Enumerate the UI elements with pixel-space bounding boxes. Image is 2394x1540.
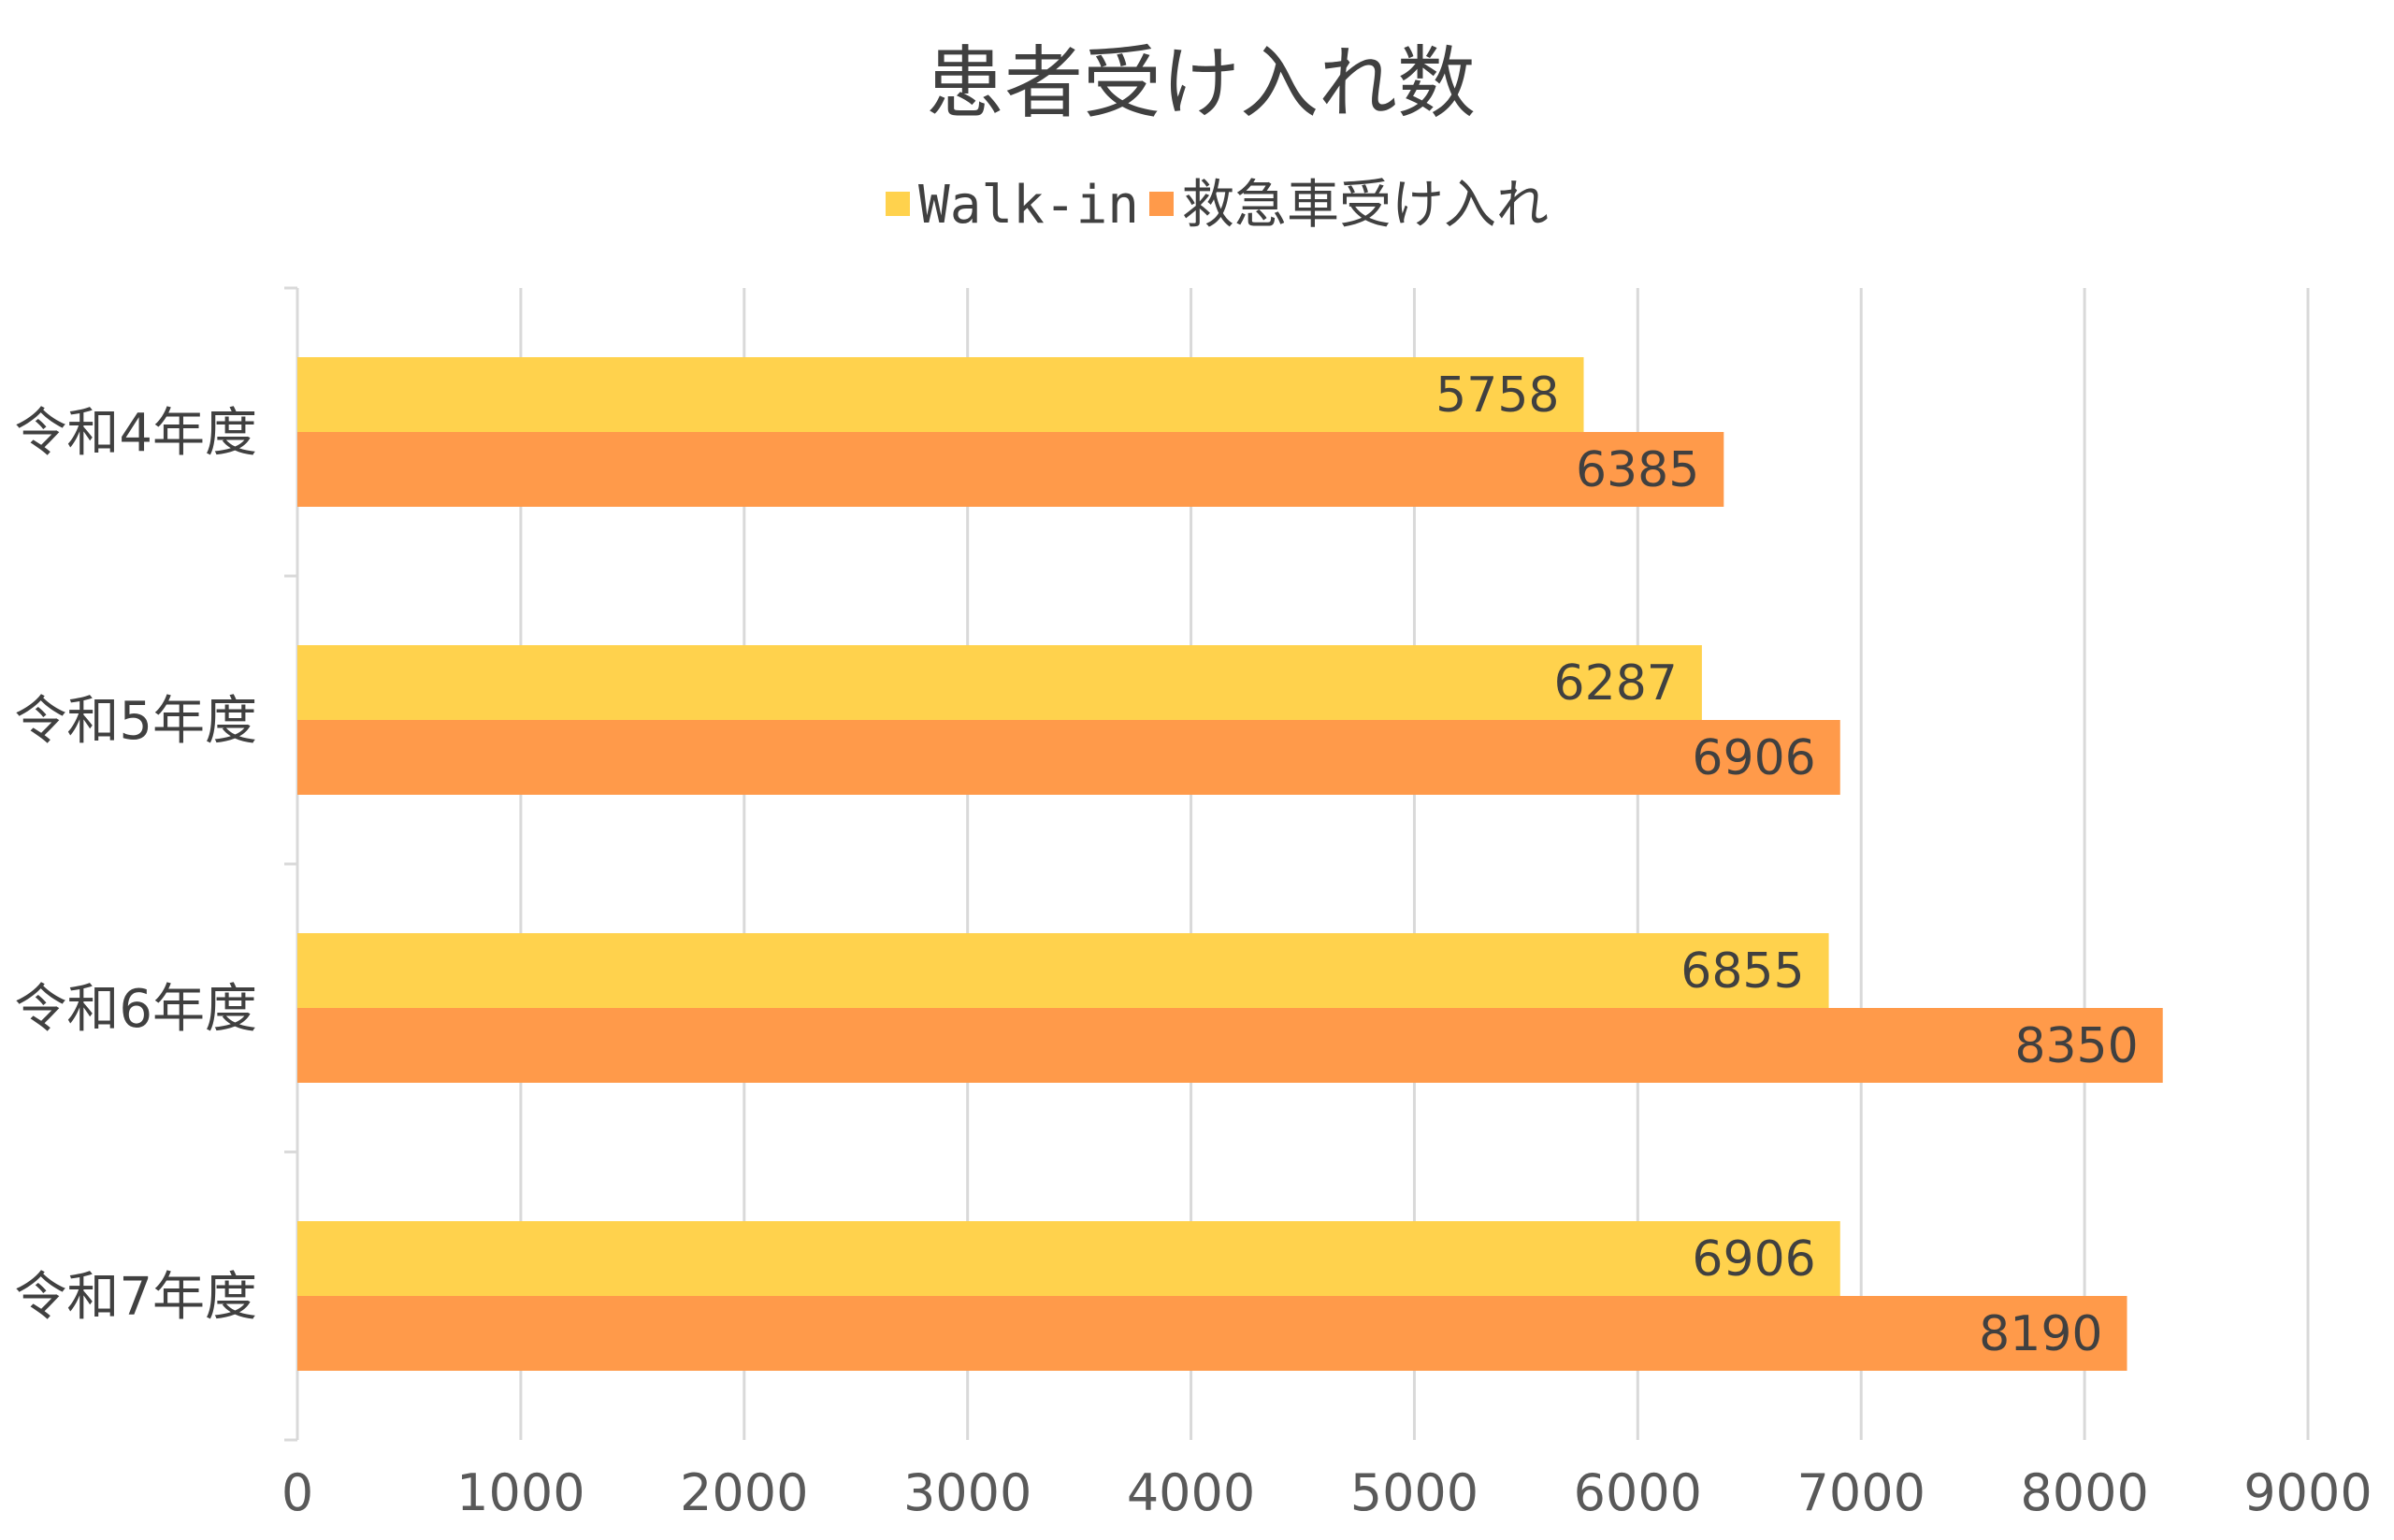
- x-tick-label: 6000: [1574, 1463, 1702, 1522]
- category-label: 令和4年度: [14, 403, 257, 464]
- data-label-ambulance-5: 6906: [1692, 730, 1815, 786]
- bar-ambulance-6: [297, 1008, 2163, 1083]
- x-tick-label: 0: [281, 1463, 313, 1522]
- bar-walk-in-6: [297, 933, 1829, 1008]
- data-label-ambulance-6: 8350: [2014, 1018, 2138, 1074]
- chart-title: 患者受け入れ数: [926, 37, 1476, 129]
- category-label: 令和5年度: [14, 691, 257, 752]
- data-label-ambulance-7: 8190: [1979, 1306, 2102, 1362]
- legend-swatch-walk-in: [886, 192, 910, 216]
- legend: Walk-in 救急車受け入れ: [886, 175, 1549, 236]
- tick-labels: 0 1000 2000 3000 4000 5000 6000 7000 8000 9000: [281, 1463, 2372, 1522]
- x-tick-label: 4000: [1127, 1463, 1255, 1522]
- value-axis: [284, 286, 299, 1442]
- x-tick-label: 2000: [680, 1463, 808, 1522]
- legend-swatch-ambulance: [1149, 192, 1174, 216]
- bar-walk-in-4: [297, 357, 1584, 432]
- x-tick-label: 5000: [1350, 1463, 1478, 1522]
- bar-ambulance-5: [297, 720, 1840, 795]
- data-label-walk-in-4: 5758: [1435, 367, 1559, 424]
- data-label-ambulance-4: 6385: [1576, 442, 1699, 498]
- bar-ambulance-7: [297, 1296, 2127, 1371]
- data-label-walk-in-7: 6906: [1692, 1231, 1815, 1288]
- legend-label-ambulance: 救急車受け入れ: [1182, 175, 1549, 236]
- bar-ambulance-4: [297, 432, 1724, 507]
- bars: [297, 357, 2163, 1371]
- x-tick-label: 1000: [456, 1463, 584, 1522]
- bar-walk-in-5: [297, 645, 1702, 720]
- data-label-walk-in-5: 6287: [1554, 655, 1678, 712]
- x-tick-label: 9000: [2243, 1463, 2372, 1522]
- data-label-walk-in-6: 6855: [1680, 943, 1804, 1000]
- bar-walk-in-7: [297, 1221, 1840, 1296]
- category-label: 令和6年度: [14, 979, 257, 1040]
- x-tick-label: 3000: [903, 1463, 1031, 1522]
- x-tick-label: 7000: [1797, 1463, 1925, 1522]
- x-tick-label: 8000: [2020, 1463, 2148, 1522]
- category-label: 令和7年度: [14, 1267, 257, 1328]
- legend-label-walk-in: Walk-in: [918, 175, 1139, 236]
